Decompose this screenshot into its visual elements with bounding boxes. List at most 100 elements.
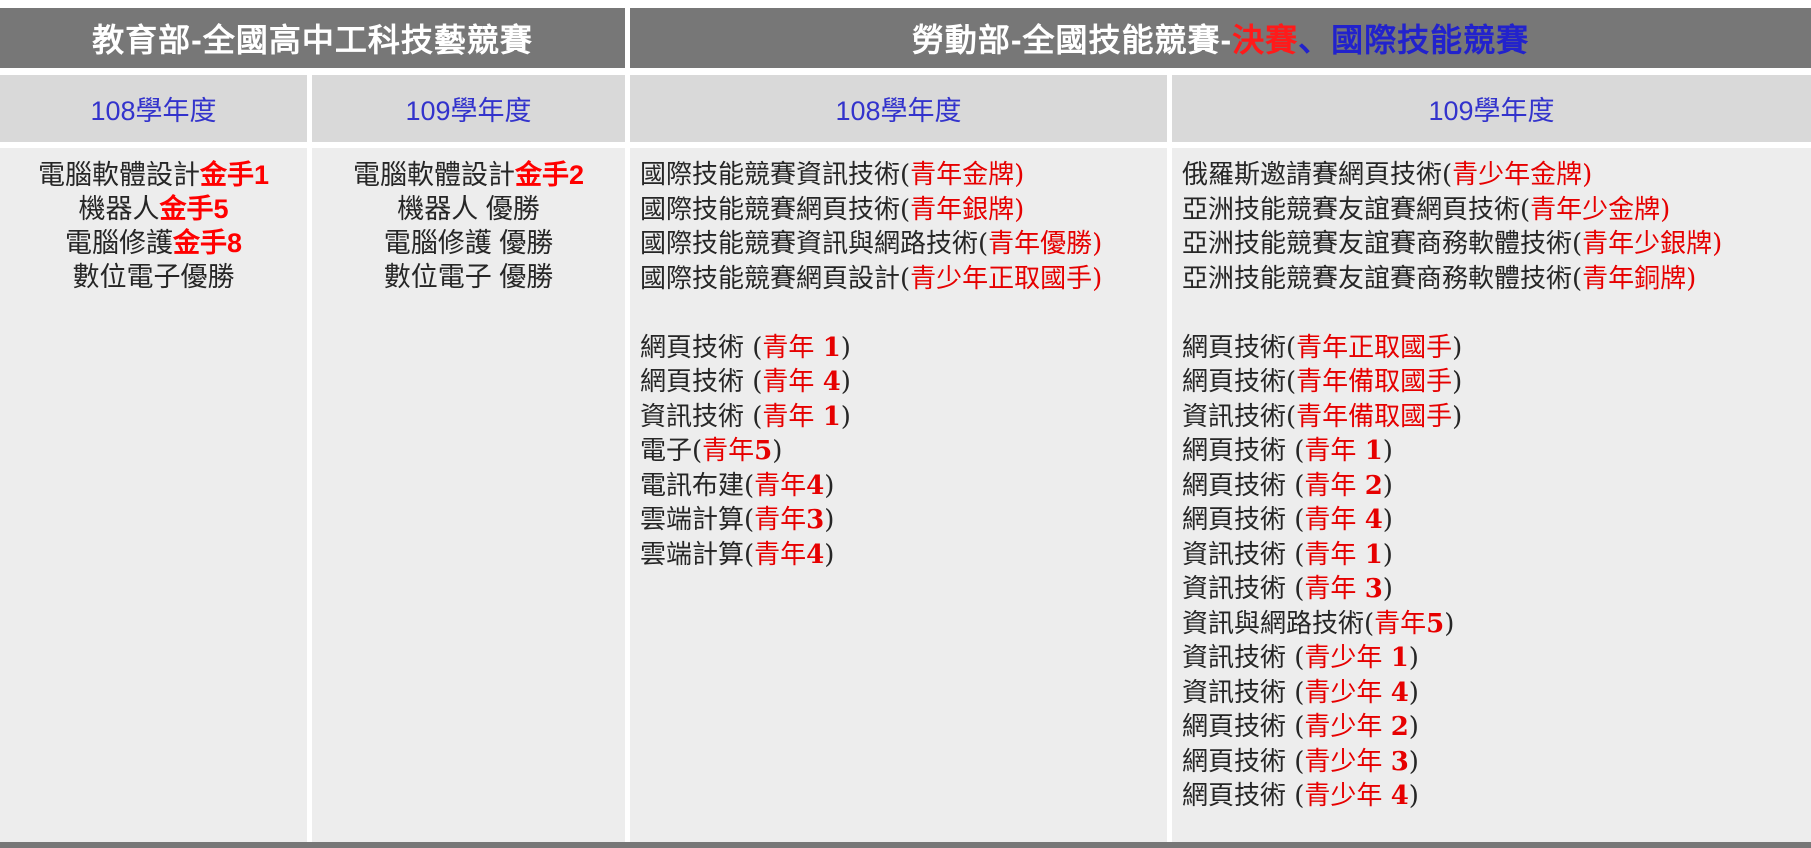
text-segment: 青年 (754, 539, 807, 570)
result-line: 網頁技術 (青年 2) (1182, 469, 1805, 504)
result-line: 亞洲技能競賽友誼賽商務軟體技術(青年銅牌) (1182, 262, 1805, 297)
text-segment: 機器人 (78, 194, 160, 224)
text-segment: 金手2 (514, 160, 585, 190)
text-segment: 教育部-全國高中工科技藝競賽 (92, 22, 533, 58)
result-line: 國際技能競賽網頁設計(青少年正取國手) (640, 262, 1161, 297)
result-line: 數位電子 優勝 (312, 260, 625, 294)
text-segment: 青年 (1304, 574, 1365, 604)
text-segment: 電訊布建( (640, 470, 755, 501)
text-segment: 1 (1390, 643, 1409, 673)
text-segment: 資訊技術 ( (1182, 574, 1305, 604)
text-segment: 電腦軟體設計 (37, 160, 200, 190)
result-line: 資訊與網路技術(青年5) (1182, 607, 1805, 642)
result-line: 網頁技術(青年備取國手) (1182, 365, 1805, 400)
result-line: 網頁技術 (青年 1) (640, 331, 1161, 366)
text-segment: 4 (1364, 505, 1383, 535)
text-segment: 青少年 (1304, 712, 1391, 742)
text-segment: 3 (1390, 746, 1409, 777)
text-segment: 網頁技術 ( (1182, 781, 1305, 811)
result-line: 電腦軟體設計金手2 (312, 158, 625, 192)
text-segment: 金手1 (199, 160, 270, 190)
result-line: 網頁技術 (青年 1) (1182, 434, 1805, 469)
result-line: 機器人金手5 (0, 192, 307, 226)
text-segment: 青年銅牌) (1582, 263, 1697, 294)
text-segment: 5 (1426, 608, 1445, 639)
text-segment: 1 (822, 401, 841, 432)
text-segment: 網頁技術 ( (1182, 470, 1305, 501)
text-segment: ) (1408, 643, 1419, 673)
results-column-moe-108: 電腦軟體設計金手1 機器人金手5 電腦修護金手8 數位電子優勝 (0, 148, 307, 842)
text-segment: 4 (1390, 781, 1409, 811)
text-segment: 國際技能競賽網頁設計( (640, 263, 911, 294)
text-segment: 4 (806, 539, 825, 570)
text-segment: 網頁技術 ( (1182, 505, 1305, 535)
header-mol-competition: 勞動部-全國技能競賽- 決賽 、國際技能競賽 (630, 8, 1811, 68)
result-line: 國際技能競賽資訊與網路技術(青年優勝) (640, 227, 1161, 262)
result-line (640, 296, 1161, 331)
result-line: 網頁技術 (青年 4) (1182, 503, 1805, 538)
results-column-moe-109: 電腦軟體設計金手2 機器人 優勝 電腦修護 優勝 數位電子 優勝 (312, 148, 625, 842)
text-segment: ) (840, 401, 851, 432)
text-segment: 網頁技術 ( (640, 367, 763, 397)
text-segment: 俄羅斯邀請賽網頁技術( (1182, 160, 1453, 190)
text-segment: ) (1382, 574, 1393, 604)
text-segment: 資訊技術( (1182, 401, 1297, 432)
text-segment: 青年金牌) (910, 160, 1025, 190)
text-segment: 資訊技術 ( (1182, 539, 1305, 570)
text-segment: 3 (806, 505, 825, 535)
text-segment: ) (1452, 401, 1463, 432)
text-segment: 資訊與網路技術( (1182, 608, 1375, 639)
text-segment: 電腦軟體設計 (352, 160, 515, 190)
text-segment: ) (1382, 436, 1393, 466)
text-segment: 網頁技術( (1182, 332, 1297, 363)
text-segment: 青少年 (1304, 677, 1391, 708)
text-segment: 網頁技術 ( (1182, 436, 1305, 466)
result-line: 電腦修護 優勝 (312, 226, 625, 260)
text-segment: 青年 (754, 470, 807, 501)
text-segment: 金手8 (172, 228, 243, 258)
text-segment: 4 (1390, 677, 1409, 708)
text-segment: 青年 (1304, 436, 1365, 466)
results-body-row: 電腦軟體設計金手1 機器人金手5 電腦修護金手8 數位電子優勝 電腦軟體設計金手2 機器… (0, 148, 1811, 842)
text-segment: 網頁技術 ( (640, 332, 763, 363)
text-segment: 、國際技能競賽 (1298, 22, 1530, 58)
text-segment: 青年 (1304, 539, 1365, 570)
text-segment: 青年優勝) (988, 229, 1103, 259)
result-line: 雲端計算(青年3) (640, 503, 1161, 538)
text-segment: ) (1408, 781, 1419, 811)
year-header-moe-108: 108學年度 (0, 75, 307, 142)
text-segment: 數位電子 優勝 (383, 262, 554, 292)
result-line: 機器人 優勝 (312, 192, 625, 226)
result-line: 俄羅斯邀請賽網頁技術(青少年金牌) (1182, 158, 1805, 193)
text-segment: 青年 (754, 505, 807, 535)
text-segment: 青年 (762, 332, 823, 363)
text-segment: 1 (1364, 436, 1383, 466)
text-segment: 網頁技術 ( (1182, 712, 1305, 742)
text-segment: 網頁技術 ( (1182, 746, 1305, 777)
text-segment: ) (1408, 677, 1419, 708)
text-segment: 國際技能競賽資訊技術( (640, 160, 911, 190)
year-header-row: 108學年度 109學年度 108學年度 109學年度 (0, 75, 1811, 142)
result-line: 資訊技術 (青年 3) (1182, 572, 1805, 607)
text-segment: 電子( (640, 436, 703, 466)
text-segment: ) (1408, 746, 1419, 777)
text-segment: ) (1382, 539, 1393, 570)
text-segment: ) (1452, 332, 1463, 363)
text-segment: ) (1408, 712, 1419, 742)
result-line: 電腦軟體設計金手1 (0, 158, 307, 192)
text-segment: 金手5 (159, 194, 229, 224)
text-segment: 青年備取國手 (1296, 367, 1453, 397)
header-moe-competition: 教育部-全國高中工科技藝競賽 (0, 8, 625, 68)
text-segment: 電腦修護 (64, 228, 173, 258)
text-segment: 青年少銀牌) (1582, 229, 1723, 259)
result-line: 資訊技術 (青年 1) (640, 400, 1161, 435)
text-segment: 機器人 優勝 (397, 194, 540, 224)
text-segment: 亞洲技能競賽友誼賽網頁技術( (1182, 194, 1531, 225)
result-line: 網頁技術 (青少年 4) (1182, 779, 1805, 814)
result-line (1182, 296, 1805, 331)
text-segment: 青少年金牌) (1452, 160, 1593, 190)
result-line: 雲端計算(青年4) (640, 538, 1161, 573)
text-segment: 青年 (1304, 505, 1365, 535)
result-line: 亞洲技能競賽友誼賽商務軟體技術(青年少銀牌) (1182, 227, 1805, 262)
text-segment: 青年 (1374, 608, 1427, 639)
